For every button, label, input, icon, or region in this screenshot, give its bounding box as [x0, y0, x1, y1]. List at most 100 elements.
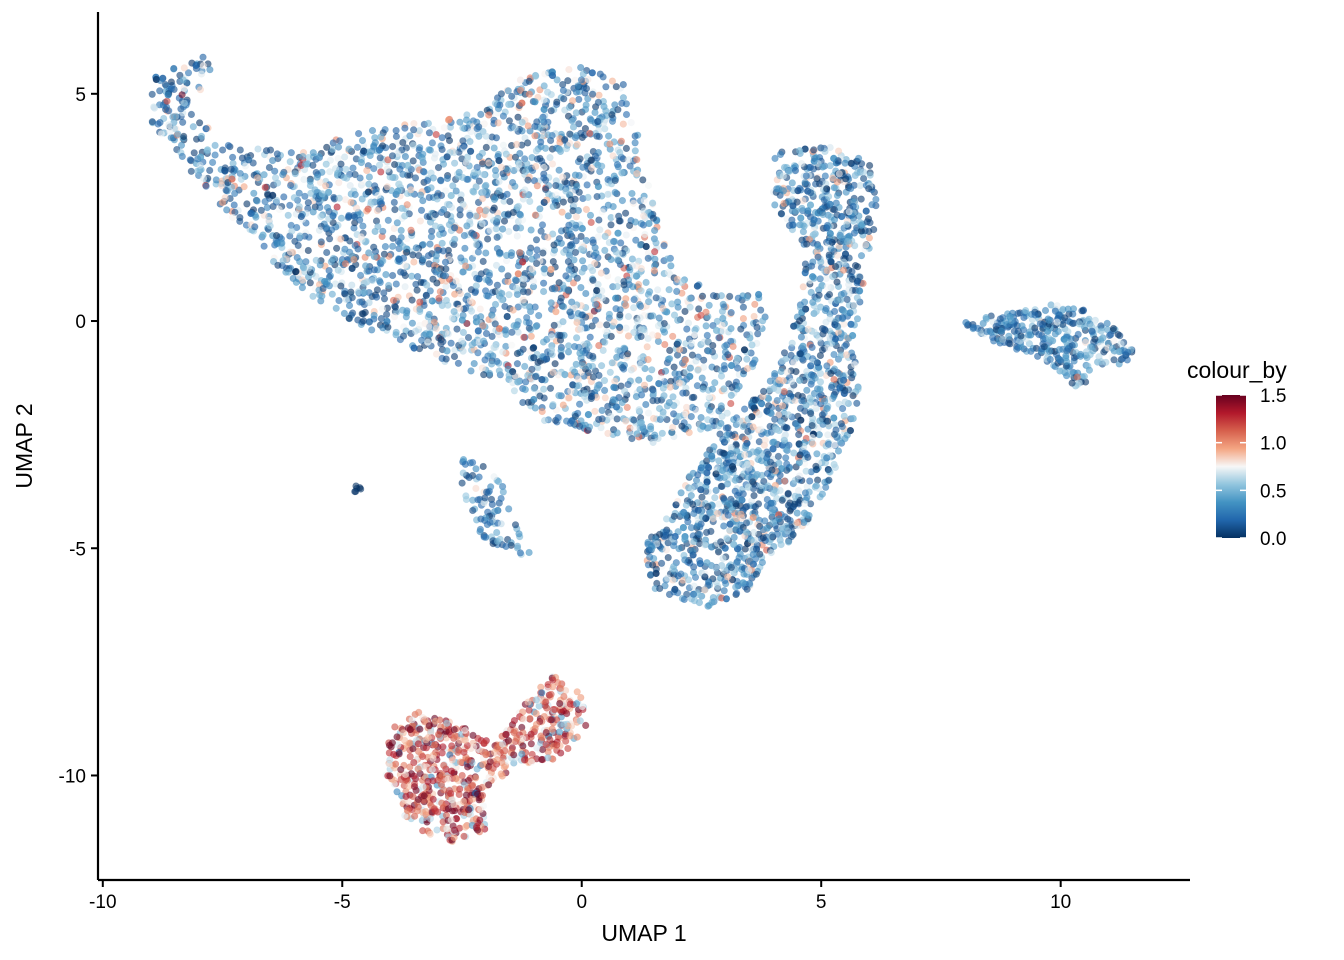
- scatter-point: [719, 314, 727, 323]
- scatter-point: [441, 187, 450, 195]
- scatter-point: [818, 490, 827, 498]
- scatter-point: [179, 76, 187, 84]
- scatter-point: [769, 519, 777, 527]
- scatter-point: [156, 118, 164, 127]
- scatter-point: [724, 351, 732, 359]
- scatter-point: [575, 382, 583, 390]
- scatter-point: [315, 152, 323, 160]
- scatter-point: [601, 246, 609, 254]
- scatter-point: [358, 136, 367, 145]
- scatter-point: [796, 376, 804, 384]
- scatter-point: [800, 222, 808, 230]
- scatter-point: [165, 121, 173, 129]
- scatter-point: [618, 99, 626, 107]
- scatter-point: [822, 304, 830, 313]
- scatter-point: [718, 321, 726, 330]
- scatter-point: [679, 389, 687, 397]
- scatter-point: [516, 76, 525, 84]
- scatter-point: [470, 232, 478, 240]
- scatter-point: [360, 288, 368, 296]
- scatter-point: [286, 201, 294, 209]
- scatter-point: [585, 423, 594, 431]
- scatter-point: [796, 451, 804, 459]
- scatter-point: [577, 325, 585, 333]
- scatter-point: [645, 288, 654, 296]
- scatter-point: [494, 104, 503, 113]
- scatter-point: [1017, 332, 1025, 340]
- scatter-point: [733, 364, 742, 372]
- scatter-point: [841, 398, 849, 406]
- scatter-point: [678, 278, 686, 287]
- scatter-point: [613, 429, 621, 437]
- scatter-point: [243, 200, 251, 208]
- scatter-point: [536, 205, 544, 213]
- scatter-point: [325, 267, 333, 275]
- scatter-point: [790, 358, 798, 367]
- scatter-point: [371, 182, 379, 190]
- scatter-point: [468, 341, 476, 349]
- scatter-point: [849, 353, 857, 361]
- scatter-point: [839, 307, 847, 315]
- scatter-point: [811, 230, 819, 238]
- scatter-point: [152, 75, 160, 83]
- scatter-point: [859, 168, 868, 176]
- scatter-point: [582, 84, 591, 93]
- scatter-point: [806, 477, 814, 485]
- scatter-point: [830, 430, 839, 438]
- scatter-point: [337, 214, 346, 222]
- scatter-point: [509, 306, 517, 314]
- scatter-point: [833, 178, 841, 186]
- scatter-point: [839, 376, 848, 384]
- scatter-point: [749, 448, 757, 456]
- scatter-point: [816, 275, 824, 283]
- scatter-point: [559, 173, 567, 181]
- scatter-point: [717, 372, 726, 380]
- scatter-point: [610, 383, 618, 391]
- scatter-point: [484, 276, 492, 284]
- scatter-point: [727, 399, 735, 408]
- scatter-point: [541, 144, 550, 152]
- scatter-point: [200, 174, 208, 182]
- scatter-point: [287, 149, 295, 157]
- scatter-point: [572, 224, 580, 232]
- scatter-point: [443, 211, 451, 219]
- scatter-point: [649, 386, 657, 394]
- scatter-point: [459, 328, 468, 337]
- scatter-point: [1047, 336, 1055, 344]
- scatter-point: [288, 227, 296, 235]
- scatter-point: [705, 301, 713, 309]
- scatter-point: [199, 62, 207, 70]
- scatter-point: [785, 167, 793, 175]
- scatter-point: [795, 147, 804, 155]
- scatter-point: [726, 526, 734, 534]
- scatter-point: [564, 342, 573, 350]
- scatter-point: [370, 311, 378, 319]
- scatter-point: [807, 362, 815, 370]
- scatter-point: [401, 153, 410, 161]
- scatter-point: [565, 266, 573, 274]
- scatter-point: [681, 556, 689, 564]
- scatter-point: [690, 563, 698, 571]
- scatter-point: [451, 224, 459, 232]
- scatter-point: [494, 214, 502, 222]
- scatter-point: [718, 412, 726, 420]
- scatter-point: [373, 207, 382, 215]
- scatter-point: [480, 371, 488, 379]
- scatter-point: [611, 176, 619, 185]
- scatter-point: [474, 349, 482, 357]
- scatter-point: [840, 389, 848, 398]
- scatter-point: [521, 362, 529, 371]
- scatter-point: [744, 566, 753, 575]
- scatter-point: [743, 355, 751, 363]
- scatter-point: [323, 248, 331, 257]
- scatter-point: [1097, 342, 1105, 350]
- scatter-point: [822, 224, 831, 232]
- scatter-point: [790, 449, 798, 457]
- scatter-point: [459, 268, 467, 276]
- scatter-point: [464, 175, 472, 183]
- scatter-point: [769, 533, 777, 541]
- scatter-point: [1013, 345, 1021, 353]
- scatter-point: [180, 64, 188, 72]
- scatter-point: [773, 396, 781, 405]
- scatter-point: [492, 134, 501, 142]
